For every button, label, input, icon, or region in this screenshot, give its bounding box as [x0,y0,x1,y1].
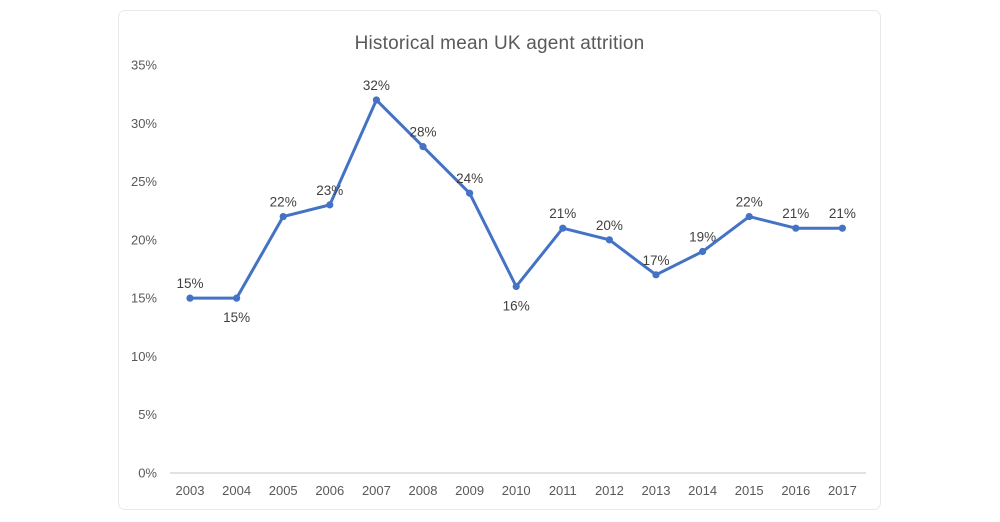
y-axis-tick-label: 10% [131,349,157,364]
data-point-label: 23% [316,183,343,198]
x-axis-tick-label: 2013 [642,483,671,498]
y-axis-tick-label: 5% [138,407,157,422]
data-point-label: 21% [549,206,576,221]
y-axis-tick-label: 35% [131,58,157,73]
data-point-marker [372,96,380,104]
data-point-label: 24% [456,171,483,186]
data-point-marker [838,224,847,232]
data-point-marker [559,224,567,232]
data-point-marker [745,212,753,221]
x-axis-tick-label: 2004 [222,483,251,498]
data-point-label: 28% [409,125,436,140]
data-point-label: 21% [829,206,856,221]
chart-title: Historical mean UK agent attrition [354,33,645,54]
y-axis-tick-label: 20% [131,232,157,247]
x-axis-tick-label: 2011 [549,483,577,498]
chart-card: Historical mean UK agent attrition [118,10,881,510]
data-point-marker [605,236,614,244]
data-point-marker [699,247,707,256]
data-point-marker [419,143,427,151]
x-axis-tick-label: 2016 [781,483,810,498]
data-point-label: 17% [642,253,669,268]
data-point-marker [326,201,334,209]
x-axis-tick-label: 2014 [688,483,717,498]
data-point-marker [512,282,520,291]
data-point-label: 15% [176,276,203,291]
data-point-marker [652,271,660,279]
data-point-label: 22% [270,195,297,210]
y-axis-tick-label: 0% [138,466,157,481]
data-point-marker [233,294,241,302]
y-axis-tick-label: 15% [131,291,157,306]
x-axis-tick-label: 2008 [409,483,438,498]
data-point-marker [186,294,194,302]
x-axis-tick-label: 2007 [362,483,391,498]
data-point-label: 16% [503,298,530,313]
x-axis-tick-label: 2017 [828,483,857,498]
data-point-marker [279,212,287,221]
data-point-label: 22% [736,195,763,210]
data-point-label: 32% [363,78,390,93]
data-point-label: 20% [596,218,623,233]
x-axis-tick-label: 2015 [735,483,764,498]
x-axis-tick-label: 2012 [595,483,624,498]
data-point-marker [792,224,800,232]
data-point-label: 19% [689,230,716,245]
y-axis-tick-label: 30% [131,116,157,131]
x-axis-tick-label: 2006 [315,483,344,498]
data-point-label: 21% [782,206,809,221]
x-axis-tick-label: 2003 [176,483,205,498]
x-axis-tick-label: 2005 [269,483,298,498]
data-point-label: 15% [223,310,250,325]
x-axis-tick-label: 2010 [502,483,531,498]
data-point-marker [466,189,474,197]
y-axis-tick-label: 25% [131,174,157,189]
x-axis-tick-label: 2009 [455,483,484,498]
